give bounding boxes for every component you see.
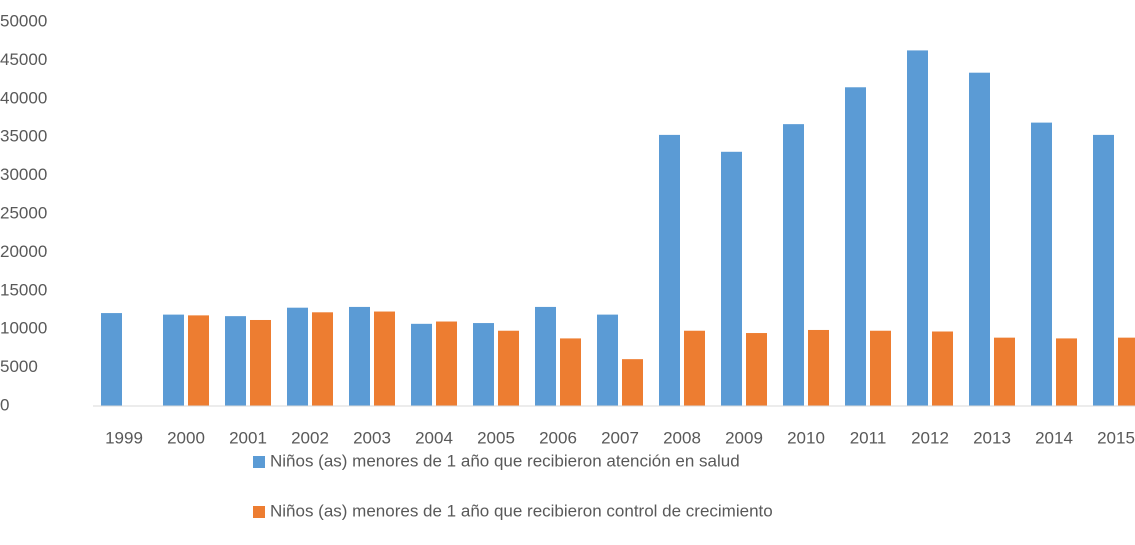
bar <box>597 314 618 406</box>
x-tick-label: 2002 <box>291 428 329 447</box>
bar <box>1093 134 1114 406</box>
bar <box>250 319 271 406</box>
bar <box>560 338 581 406</box>
bar <box>287 307 308 406</box>
y-tick-label: 15000 <box>0 280 47 299</box>
legend-swatch <box>253 506 265 518</box>
bar <box>907 50 928 406</box>
bar <box>101 313 122 406</box>
legend-label: Niños (as) menores de 1 año que recibier… <box>270 451 740 470</box>
x-tick-label: 2007 <box>601 428 639 447</box>
y-tick-label: 30000 <box>0 165 47 184</box>
bar <box>969 72 990 407</box>
y-tick-label: 25000 <box>0 203 47 222</box>
bar <box>498 330 519 406</box>
bar <box>684 330 705 406</box>
bar <box>721 151 742 406</box>
x-tick-label: 2011 <box>850 428 887 447</box>
x-tick-label: 1999 <box>105 428 143 447</box>
bar <box>225 316 246 406</box>
bar <box>1118 337 1135 406</box>
y-tick-label: 50000 <box>0 11 47 30</box>
x-tick-label: 2014 <box>1035 428 1073 447</box>
y-tick-label: 10000 <box>0 319 47 338</box>
x-tick-label: 2009 <box>725 428 763 447</box>
bar <box>783 124 804 407</box>
x-tick-label: 2008 <box>663 428 701 447</box>
bar <box>994 337 1015 406</box>
y-tick-label: 40000 <box>0 88 47 107</box>
x-tick-label: 2001 <box>229 428 267 447</box>
x-tick-label: 2012 <box>911 428 949 447</box>
bar <box>845 87 866 406</box>
x-tick-label: 2005 <box>477 428 515 447</box>
bar <box>1031 122 1052 406</box>
bar <box>188 315 209 406</box>
x-tick-label: 2010 <box>787 428 825 447</box>
bar <box>932 331 953 406</box>
y-tick-label: 20000 <box>0 242 47 261</box>
bar <box>622 359 643 406</box>
y-tick-label: 45000 <box>0 50 47 69</box>
y-tick-label: 35000 <box>0 127 47 146</box>
legend-swatch <box>253 456 265 468</box>
bar <box>411 323 432 406</box>
y-tick-label: 0 <box>0 395 9 414</box>
bar <box>1056 338 1077 406</box>
bar <box>659 134 680 406</box>
x-tick-label: 2006 <box>539 428 577 447</box>
bar <box>374 311 395 406</box>
legend-label: Niños (as) menores de 1 año que recibier… <box>270 501 773 520</box>
x-tick-label: 2013 <box>973 428 1011 447</box>
bar <box>163 314 184 406</box>
bar <box>436 321 457 406</box>
bar <box>312 312 333 406</box>
bar <box>535 306 556 406</box>
x-tick-label: 2004 <box>415 428 453 447</box>
bar <box>473 323 494 406</box>
bar <box>870 330 891 406</box>
bar <box>746 333 767 406</box>
bar <box>349 306 370 406</box>
x-tick-label: 2000 <box>167 428 205 447</box>
y-tick-label: 5000 <box>0 357 38 376</box>
x-tick-label: 2015 <box>1097 428 1135 447</box>
x-tick-label: 2003 <box>353 428 391 447</box>
bar <box>808 329 829 406</box>
